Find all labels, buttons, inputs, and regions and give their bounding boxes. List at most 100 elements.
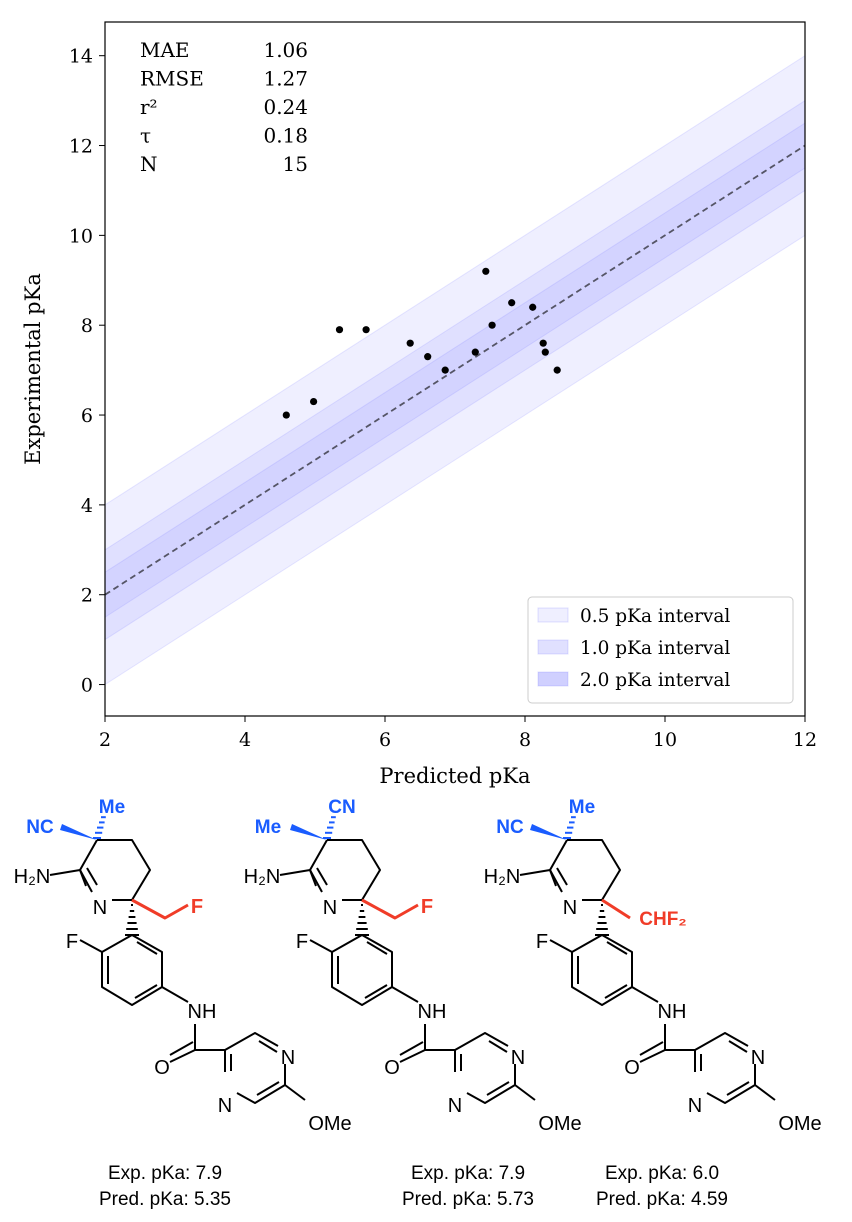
y-tick-label: 10 [69, 225, 93, 247]
atom-label: N [563, 897, 577, 919]
y-tick-label: 12 [69, 136, 93, 158]
data-point [482, 267, 490, 275]
atom-label: N [688, 1095, 702, 1117]
axis-ticks: 2 4 6 8 10 12 0 2 4 6 8 10 12 14 [69, 46, 817, 751]
atom-label: H₂N [484, 866, 521, 888]
atom-label: H₂N [244, 866, 281, 888]
y-tick-label: 6 [81, 405, 93, 427]
stat-name: MAE [140, 38, 190, 62]
data-point [362, 326, 370, 334]
atom-label: N [323, 897, 337, 919]
legend-swatch [537, 671, 569, 687]
atom-label: H₂N [14, 866, 51, 888]
pred-pka-caption: Pred. pKa: 5.73 [402, 1189, 534, 1210]
atom-label: F [191, 896, 203, 918]
exp-pka-caption: Exp. pKa: 6.0 [605, 1163, 719, 1184]
atom-label: F [536, 931, 548, 953]
stat-value: 0.24 [263, 95, 308, 119]
x-tick-label: 4 [239, 729, 251, 751]
exp-pka-caption: Exp. pKa: 7.9 [108, 1163, 222, 1184]
legend-label: 2.0 pKa interval [580, 670, 730, 691]
stat-name: r² [140, 95, 158, 119]
data-point [310, 397, 318, 406]
atom-label: Me [99, 797, 125, 818]
atom-label: N [281, 1047, 295, 1069]
atom-label: NC [26, 817, 54, 838]
wedge-bond [290, 824, 327, 840]
atom-label: NH [658, 1001, 687, 1023]
data-point [335, 326, 344, 334]
y-tick-label: 8 [81, 315, 93, 337]
identity-line [105, 144, 805, 596]
atom-label: F [421, 896, 433, 918]
atom-label: OMe [538, 1113, 581, 1135]
wedge-bond [60, 824, 97, 840]
legend-label: 1.0 pKa interval [580, 638, 730, 659]
atom-label: NH [188, 1001, 217, 1023]
atom-label: OMe [778, 1113, 821, 1135]
stat-value: 1.06 [263, 38, 308, 62]
legend-swatch [537, 639, 569, 655]
data-point [424, 353, 432, 361]
x-axis-label: Predicted pKa [379, 764, 530, 788]
data-point [508, 299, 516, 307]
identity-line-path [105, 144, 805, 596]
x-tick-label: 8 [519, 729, 531, 751]
legend-label: 0.5 pKa interval [580, 606, 730, 627]
atom-label: F [296, 931, 308, 953]
exp-pka-caption: Exp. pKa: 7.9 [411, 1163, 525, 1184]
x-tick-label: 12 [793, 729, 817, 751]
atom-label: N [511, 1047, 525, 1069]
data-point [529, 303, 537, 311]
x-tick-label: 10 [653, 729, 677, 751]
atom-label: Me [255, 817, 281, 838]
stat-name: N [140, 152, 158, 176]
legend-box [527, 596, 794, 704]
data-point [441, 366, 449, 374]
atom-label: CN [328, 797, 355, 818]
data-points [282, 267, 561, 419]
legend-swatch [537, 607, 569, 623]
atom-label: O [154, 1057, 170, 1079]
atom-label: OMe [308, 1113, 351, 1135]
data-point [488, 321, 496, 329]
atom-label: F [66, 931, 78, 953]
pred-pka-caption: Pred. pKa: 4.59 [596, 1189, 728, 1210]
x-tick-label: 6 [379, 729, 391, 751]
atom-label: O [384, 1057, 400, 1079]
data-point [282, 411, 290, 419]
wedge-bond [530, 824, 567, 840]
y-tick-label: 0 [81, 675, 93, 697]
data-point [539, 339, 547, 347]
data-point [553, 366, 561, 374]
y-tick-label: 14 [69, 46, 93, 68]
x-tick-label: 2 [99, 729, 111, 751]
plot-frame [104, 21, 806, 717]
atom-label: O [624, 1057, 640, 1079]
atom-label: NC [496, 817, 524, 838]
stat-value: 15 [283, 152, 308, 176]
data-point [406, 339, 414, 347]
y-tick-label: 2 [81, 585, 93, 607]
stat-name: RMSE [140, 67, 204, 91]
data-point [541, 348, 549, 356]
y-axis-label: Experimental pKa [21, 273, 45, 465]
atom-label: NH [418, 1001, 447, 1023]
stats-box: MAE 1.06 RMSE 1.27 r² 0.24 τ 0.18 N 15 [140, 38, 308, 176]
atom-label: N [751, 1047, 765, 1069]
atom-label: CHF₂ [639, 909, 687, 930]
atom-label: N [218, 1095, 232, 1117]
y-tick-label: 4 [81, 495, 93, 517]
stat-value: 1.27 [263, 67, 308, 91]
molecule-3: NC Me H₂N N CHF₂ F NH O N N OMe Exp. pKa: 6.0 Pred. … [484, 797, 822, 1210]
stat-value: 0.18 [263, 124, 308, 148]
pred-pka-caption: Pred. pKa: 5.35 [99, 1189, 231, 1210]
atom-label: N [448, 1095, 462, 1117]
data-point [471, 348, 479, 356]
atom-label: Me [569, 797, 595, 818]
atom-label: N [93, 897, 107, 919]
